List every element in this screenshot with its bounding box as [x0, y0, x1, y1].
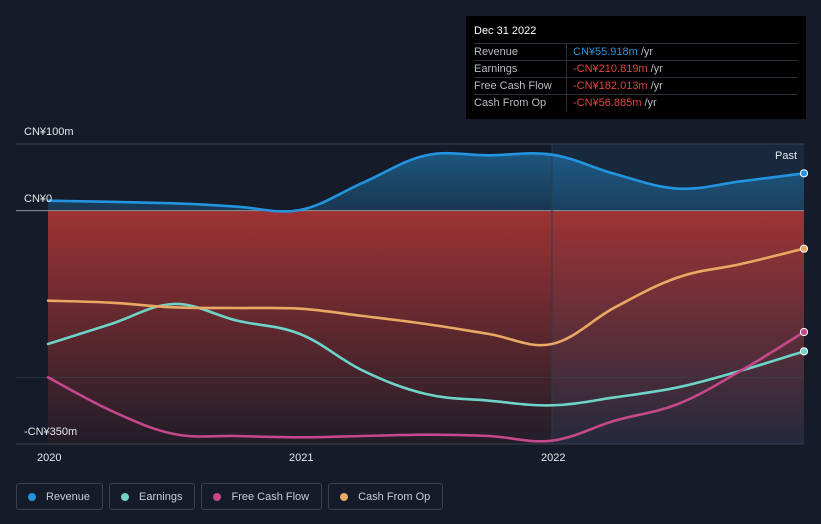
revenue-area	[48, 153, 804, 212]
tooltip-value: -CN¥182.013m	[573, 80, 648, 92]
revenue-end-point	[799, 169, 809, 178]
tooltip-label: Free Cash Flow	[474, 80, 552, 92]
tooltip: Dec 31 2022 Revenue CN¥55.918m/yr Earnin…	[466, 16, 806, 119]
x-tick-label: 2020	[37, 452, 62, 464]
legend-item-free-cash-flow[interactable]: Free Cash Flow	[201, 483, 323, 510]
legend-label: Cash From Op	[358, 490, 431, 503]
free-cash-flow-line	[46, 330, 806, 443]
cash-from-op-line	[46, 247, 806, 347]
earnings-area	[48, 210, 804, 444]
legend-dot-icon	[213, 492, 222, 501]
tooltip-row-revenue: Revenue CN¥55.918m/yr	[474, 43, 798, 60]
tooltip-unit: /yr	[644, 97, 657, 109]
tooltip-label: Earnings	[474, 63, 518, 75]
legend-item-earnings[interactable]: Earnings	[109, 483, 196, 510]
tooltip-row-earnings: Earnings -CN¥210.819m/yr	[474, 60, 798, 77]
tooltip-unit: /yr	[650, 63, 663, 75]
tooltip-value-cell: -CN¥56.885m/yr	[566, 95, 657, 111]
earnings-line	[46, 302, 806, 407]
y-tick-label: -CN¥350m	[24, 426, 78, 438]
legend-item-cash-from-op[interactable]: Cash From Op	[328, 483, 444, 510]
legend: Revenue Earnings Free Cash Flow Cash Fro…	[16, 483, 444, 510]
cash-from-op-end-point	[799, 244, 809, 253]
legend-item-revenue[interactable]: Revenue	[16, 483, 104, 510]
y-tick-label: CN¥0	[24, 193, 53, 205]
y-tick-label: CN¥100m	[24, 126, 74, 138]
tooltip-value-cell: CN¥55.918m/yr	[566, 44, 653, 60]
revenue-line	[46, 151, 806, 213]
tooltip-row-cash-from-op: Cash From Op -CN¥56.885m/yr	[474, 94, 798, 111]
tooltip-label: Revenue	[474, 46, 519, 58]
tooltip-unit: /yr	[640, 46, 654, 58]
legend-dot-icon	[28, 492, 36, 501]
tooltip-unit: /yr	[650, 80, 663, 92]
x-tick-label: 2021	[289, 452, 314, 464]
tooltip-value-cell: -CN¥182.013m/yr	[566, 78, 663, 94]
past-label: Past	[774, 150, 797, 162]
legend-dot-icon	[340, 492, 349, 501]
tooltip-value-cell: -CN¥210.819m/yr	[566, 61, 663, 77]
tooltip-label: Cash From Op	[474, 97, 547, 109]
x-tick-label: 2022	[541, 452, 566, 464]
tooltip-date: Dec 31 2022	[474, 25, 537, 37]
tooltip-value: CN¥55.918m	[573, 46, 638, 58]
tooltip-value: -CN¥56.885m	[573, 97, 642, 109]
legend-label: Earnings	[139, 490, 183, 503]
free-cash-flow-end-point	[799, 327, 809, 337]
legend-label: Revenue	[46, 490, 91, 503]
legend-label: Free Cash Flow	[231, 490, 310, 503]
legend-dot-icon	[121, 492, 130, 501]
tooltip-row-free-cash-flow: Free Cash Flow -CN¥182.013m/yr	[474, 77, 798, 94]
tooltip-value: -CN¥210.819m	[573, 63, 648, 75]
earnings-end-point	[799, 347, 809, 356]
